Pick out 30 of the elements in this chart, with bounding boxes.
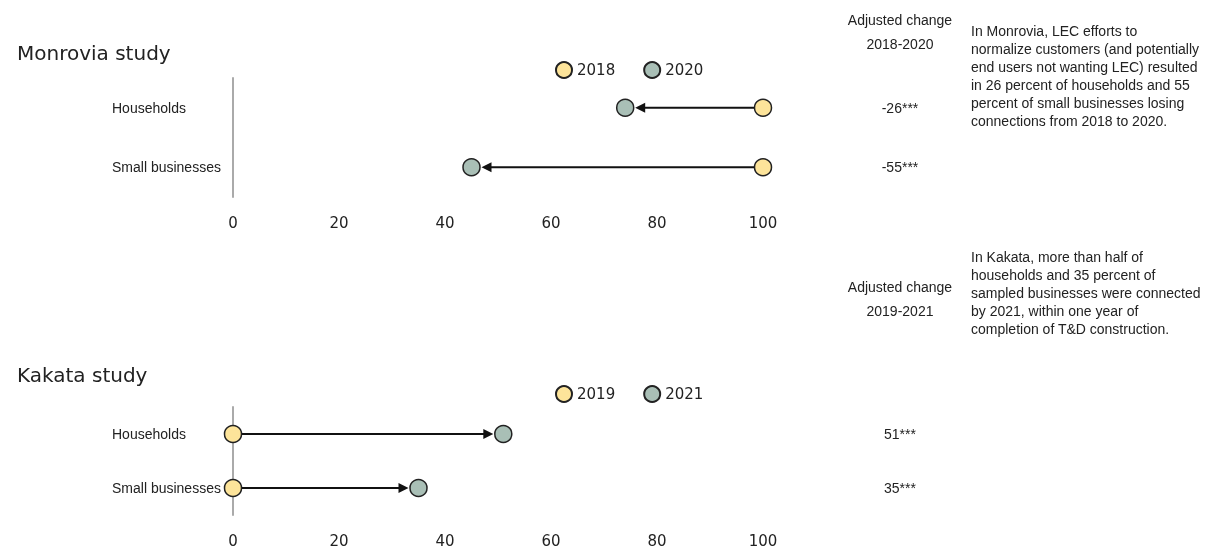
text: 51*** — [884, 426, 916, 442]
text: -55*** — [881, 159, 919, 176]
legend-label: 2020 — [665, 61, 704, 79]
legend-label: 2018 — [577, 61, 616, 79]
x-tick-label: 40 — [435, 213, 455, 232]
y-tick-label: Households — [112, 99, 186, 116]
text: In Kakata, more than half of households and 35 percent of sampled businesses were connected by 2021, within one year of completion of T&D construction. — [971, 248, 1201, 338]
x-tick-label: 0 — [228, 213, 238, 232]
y-tick-label: Small businesses — [112, 159, 221, 176]
legend-label: 2021 — [665, 385, 704, 403]
legend-label: 2019 — [577, 385, 616, 403]
x-tick-label: 100 — [748, 213, 778, 232]
text: Adjusted change 2018-2020 — [846, 11, 954, 54]
x-tick-label: 100 — [748, 531, 778, 550]
chart-title: Kakata study — [17, 363, 148, 387]
text: In Monrovia, LEC efforts to normalize customers (and potentially end users not wanting LEC) resulted in 26 percent of households and 55 percent of small businesses losing connections from 2018 to 2020. — [971, 22, 1200, 130]
x-tick-label: 60 — [541, 531, 561, 550]
text: Adjusted change 2019-2021 — [846, 278, 954, 321]
x-tick-label: 20 — [329, 531, 349, 550]
chart-title: Monrovia study — [17, 41, 171, 65]
y-tick-label: Households — [112, 426, 186, 442]
x-tick-label: 80 — [647, 213, 667, 232]
x-tick-label: 60 — [541, 213, 561, 232]
x-tick-label: 40 — [435, 531, 455, 550]
text: -26*** — [881, 99, 919, 116]
x-tick-label: 0 — [228, 531, 238, 550]
y-tick-label: Small businesses — [112, 480, 221, 496]
x-tick-label: 20 — [329, 213, 349, 232]
text: 35*** — [884, 480, 916, 496]
x-tick-label: 80 — [647, 531, 667, 550]
